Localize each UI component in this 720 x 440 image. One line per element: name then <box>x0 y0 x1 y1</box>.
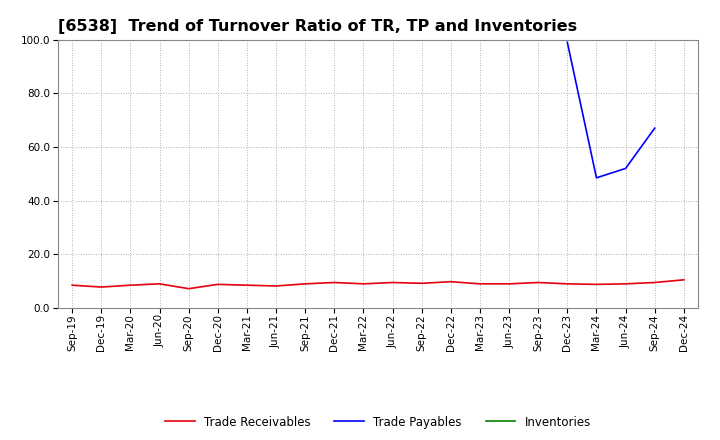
Trade Receivables <box>563 281 572 286</box>
Trade Receivables <box>388 280 397 285</box>
Trade Receivables <box>446 279 455 284</box>
Trade Payables <box>563 40 572 45</box>
Text: [6538]  Trend of Turnover Ratio of TR, TP and Inventories: [6538] Trend of Turnover Ratio of TR, TP… <box>58 19 577 34</box>
Trade Receivables <box>301 281 310 286</box>
Line: Trade Payables: Trade Payables <box>567 42 654 178</box>
Trade Receivables <box>330 280 338 285</box>
Trade Receivables <box>476 281 485 286</box>
Legend: Trade Receivables, Trade Payables, Inventories: Trade Receivables, Trade Payables, Inven… <box>166 416 590 429</box>
Trade Receivables <box>213 282 222 287</box>
Trade Payables <box>592 175 600 180</box>
Trade Receivables <box>156 281 164 286</box>
Trade Receivables <box>621 281 630 286</box>
Trade Receivables <box>505 281 513 286</box>
Trade Payables <box>621 166 630 171</box>
Trade Receivables <box>592 282 600 287</box>
Trade Receivables <box>418 281 426 286</box>
Trade Receivables <box>650 280 659 285</box>
Line: Trade Receivables: Trade Receivables <box>72 280 684 289</box>
Trade Receivables <box>534 280 543 285</box>
Trade Receivables <box>97 284 106 290</box>
Trade Receivables <box>68 282 76 288</box>
Trade Payables <box>650 125 659 131</box>
Trade Receivables <box>243 282 251 288</box>
Trade Receivables <box>359 281 368 286</box>
Trade Receivables <box>271 283 280 289</box>
Trade Receivables <box>680 277 688 282</box>
Trade Receivables <box>126 282 135 288</box>
Trade Receivables <box>184 286 193 291</box>
